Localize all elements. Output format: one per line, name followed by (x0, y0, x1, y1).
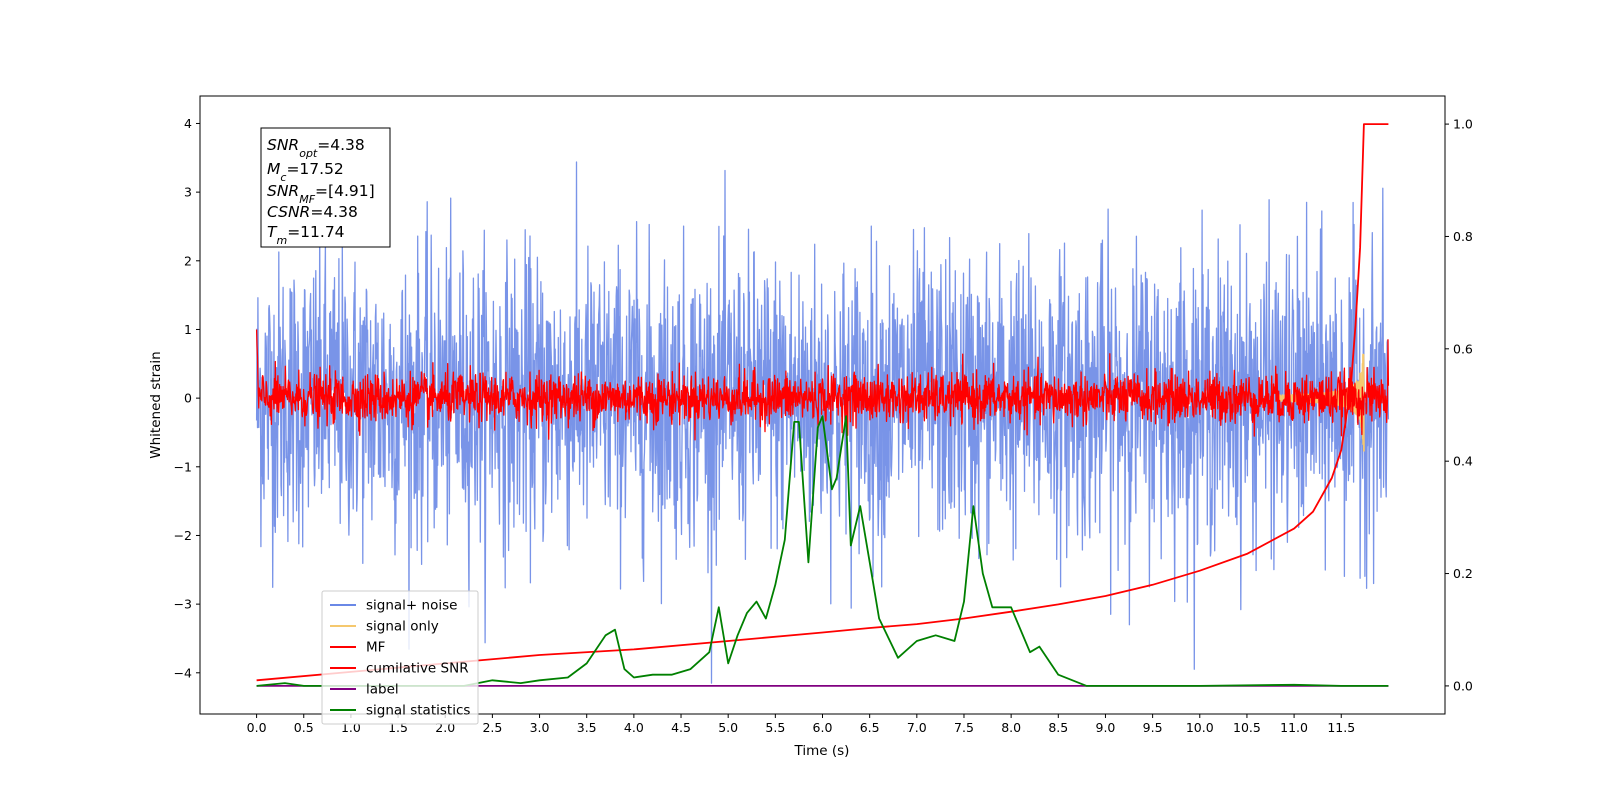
x-tick-label: 5.0 (718, 720, 738, 735)
x-tick-label: 6.0 (813, 720, 833, 735)
series-line-cumilative-snr (256, 123, 1389, 682)
y-axis-right: 1.0 0.8 0.6 0.4 0.2 0.0 (1445, 117, 1473, 693)
x-tick-label: 6.5 (860, 720, 880, 735)
y-tick-label-right: 0.0 (1453, 678, 1473, 693)
annotation-box: SNRopt=4.38 Mc=17.52 SNRMF=[4.91] CSNR=4… (260, 127, 391, 248)
y-tick-label-left: −2 (174, 528, 192, 543)
x-tick-label: 7.5 (954, 720, 974, 735)
legend-label-cumilative-snr: cumilative SNR (366, 661, 469, 677)
x-tick-label: 4.0 (624, 720, 644, 735)
x-tick-label: 4.5 (671, 720, 691, 735)
legend-label-signal-only: signal only (366, 619, 439, 635)
annotation-snr-mf: SNRMF=[4.91] (267, 182, 375, 206)
y-axis-title: Whitened strain (148, 351, 164, 458)
x-tick-label: 0.0 (247, 720, 267, 735)
annotation-csnr: CSNR=4.38 (267, 203, 358, 221)
x-axis: 0.0 0.5 1.0 1.5 2.0 2.5 3.0 3.5 4.0 4.5 5.0 5.5 6.0 6… (247, 714, 1355, 735)
x-tick-label: 11.0 (1280, 720, 1308, 735)
y-tick-label-left: 1 (184, 322, 192, 337)
legend-label-label: label (366, 682, 399, 698)
annotation-tm: Tm=11.74 (267, 223, 345, 247)
legend-frame (321, 590, 479, 725)
x-tick-label: 11.5 (1327, 720, 1355, 735)
x-tick-label: 8.0 (1001, 720, 1021, 735)
x-tick-label: 8.5 (1048, 720, 1068, 735)
x-tick-label: 3.0 (530, 720, 550, 735)
y-tick-label-right: 0.2 (1453, 566, 1473, 581)
y-tick-label-right: 1.0 (1453, 117, 1473, 132)
x-tick-label: 7.0 (907, 720, 927, 735)
y-tick-label-right: 0.8 (1453, 229, 1473, 244)
y-tick-label-right: 0.4 (1453, 454, 1473, 469)
x-tick-label: 10.5 (1233, 720, 1261, 735)
legend: signal+ noise signal only MF cumilative SNR… (321, 590, 479, 725)
y-tick-label-left: −3 (174, 597, 192, 612)
legend-label-mf: MF (366, 640, 385, 656)
x-tick-label: 9.0 (1096, 720, 1116, 735)
x-axis-title: Time (s) (794, 743, 850, 759)
series-line-signal-statistics (256, 415, 1389, 687)
legend-label-signal-statistics: signal statistics (366, 703, 470, 719)
series-line-mf (255, 329, 1390, 441)
x-tick-label: 3.5 (577, 720, 597, 735)
x-tick-label: 5.5 (765, 720, 785, 735)
y-tick-label-right: 0.6 (1453, 341, 1473, 356)
annotation-frame (260, 127, 391, 248)
y-tick-label-left: 2 (184, 253, 192, 268)
x-tick-label: 10.0 (1186, 720, 1214, 735)
x-tick-label: 0.5 (294, 720, 314, 735)
x-tick-label: 9.5 (1143, 720, 1163, 735)
x-tick-label: 2.5 (482, 720, 502, 735)
y-tick-label-left: 4 (184, 116, 192, 131)
legend-label-signal-noise: signal+ noise (366, 598, 457, 614)
y-axis-left: 4 3 2 1 0 −1 −2 −3 −4 (174, 116, 200, 680)
y-tick-label-left: 3 (184, 185, 192, 200)
annotation-snr-opt: SNRopt=4.38 (267, 136, 365, 160)
y-tick-label-left: −4 (174, 665, 192, 680)
y-tick-label-left: 0 (184, 391, 192, 406)
y-tick-label-left: −1 (174, 459, 192, 474)
annotation-mc: Mc=17.52 (267, 160, 344, 184)
